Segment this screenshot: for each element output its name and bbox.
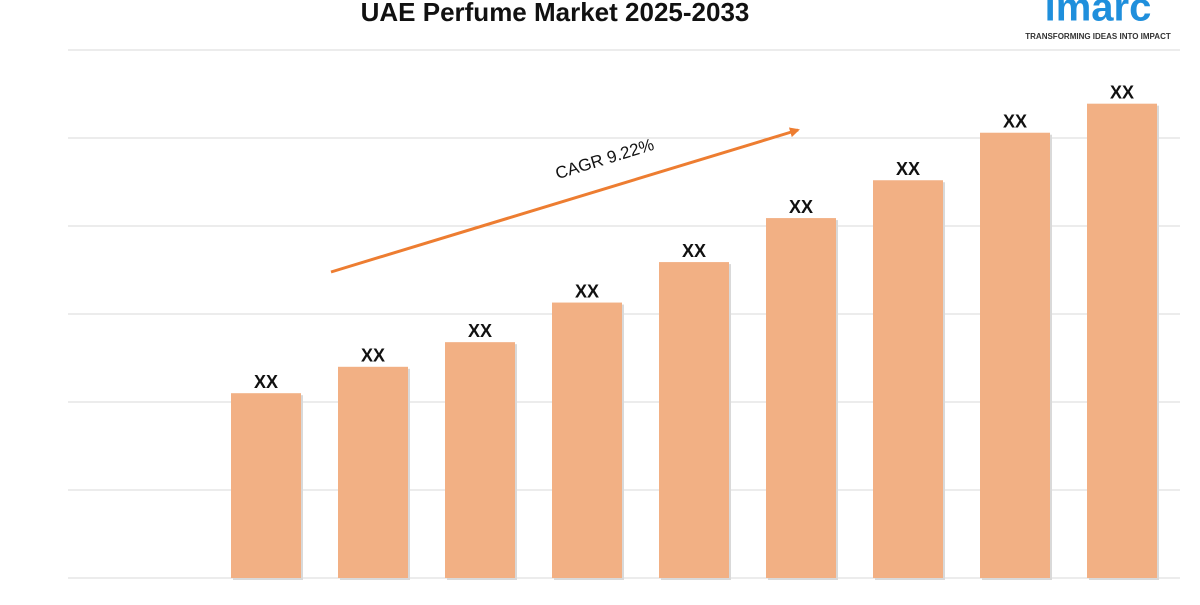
value-label: XX <box>896 159 920 179</box>
value-label: XX <box>575 281 599 301</box>
cagr-annotation: CAGR 9.22% <box>553 135 656 183</box>
brand-tagline: TRANSFORMING IDEAS INTO IMPACT <box>1025 32 1171 41</box>
bar <box>980 132 1050 578</box>
bar <box>445 342 515 578</box>
brand-logo: imarc <box>1045 0 1152 30</box>
value-label: XX <box>361 346 385 366</box>
bar <box>1087 103 1157 579</box>
chart-title: UAE Perfume Market 2025-2033 <box>361 0 750 27</box>
value-label: XX <box>789 197 813 217</box>
value-label: XX <box>1110 82 1134 102</box>
value-label: XX <box>1003 111 1027 131</box>
value-label: XX <box>468 321 492 341</box>
bar <box>552 302 622 578</box>
bar <box>873 180 943 579</box>
bar <box>766 218 836 578</box>
bar <box>338 366 408 578</box>
bar <box>659 262 729 578</box>
bars: XX XX XX XX XX XX XX XX XX <box>231 82 1159 581</box>
trend-arrow <box>330 127 800 274</box>
bar <box>231 393 301 578</box>
value-label: XX <box>682 241 706 261</box>
value-label: XX <box>254 372 278 392</box>
